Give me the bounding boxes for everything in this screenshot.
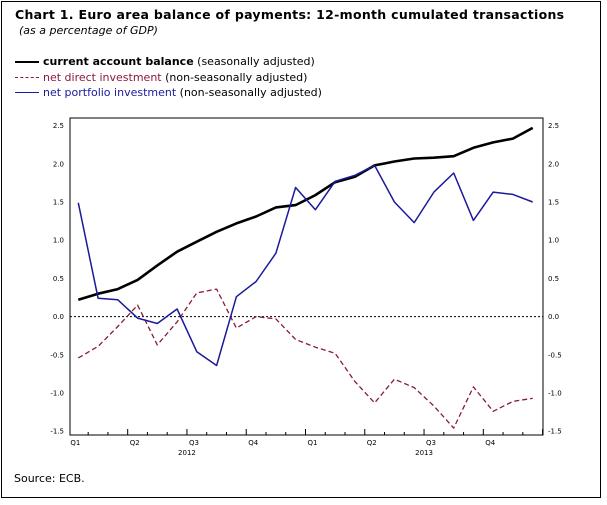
series-line-net-direct-investment (77, 288, 533, 429)
x-quarter-label: Q3 (189, 439, 199, 447)
x-quarter-label: Q2 (367, 439, 377, 447)
legend-label: current account balance (43, 55, 194, 68)
legend-note: (non-seasonally adjusted) (179, 86, 322, 99)
series-line-net-portfolio-investment (77, 164, 533, 367)
y-tick-label-right: 2.5 (548, 122, 559, 130)
x-quarter-label: Q3 (426, 439, 436, 447)
y-tick-label-left: 2.5 (53, 122, 64, 130)
legend-note: (seasonally adjusted) (197, 55, 315, 68)
legend: current account balance (seasonally adju… (15, 54, 322, 101)
y-tick-label-right: -1.5 (548, 428, 562, 436)
legend-label: net direct investment (43, 70, 162, 84)
chart-title: Chart 1. Euro area balance of payments: … (15, 7, 565, 22)
legend-item-current-account: current account balance (seasonally adju… (15, 54, 322, 70)
y-tick-label-left: -1.0 (50, 389, 64, 397)
x-year-label: 2013 (415, 449, 433, 457)
chart-subtitle: (as a percentage of GDP) (19, 24, 158, 37)
legend-swatch-solid-black (15, 60, 39, 63)
y-tick-label-left: 0.0 (53, 313, 64, 321)
legend-item-direct-investment: net direct investment (non-seasonally ad… (15, 70, 322, 86)
y-tick-label-left: -1.5 (50, 428, 64, 436)
x-year-label: 2012 (178, 449, 196, 457)
chart-frame (1, 1, 601, 498)
y-tick-label-left: -0.5 (50, 351, 64, 359)
legend-note: (non-seasonally adjusted) (165, 70, 308, 84)
x-quarter-label: Q1 (308, 439, 318, 447)
series-line-current-account-balance (77, 126, 534, 302)
y-tick-label-left: 0.5 (53, 275, 64, 283)
legend-swatch-dashed-red (15, 76, 39, 78)
plot-area (69, 117, 544, 436)
legend-swatch-solid-blue (15, 92, 39, 94)
legend-label: net portfolio investment (43, 86, 177, 99)
y-tick-label-left: 1.5 (53, 199, 64, 207)
y-tick-label-right: 1.5 (548, 199, 559, 207)
x-quarter-label: Q2 (130, 439, 140, 447)
x-quarter-label: Q1 (70, 439, 80, 447)
x-quarter-label: Q4 (485, 439, 496, 447)
y-tick-label-right: 0.5 (548, 275, 559, 283)
legend-item-portfolio-investment: net portfolio investment (non-seasonally… (15, 85, 322, 101)
y-tick-label-right: -0.5 (548, 351, 562, 359)
y-tick-label-right: -1.0 (548, 389, 562, 397)
x-quarter-label: Q4 (248, 439, 259, 447)
y-tick-label-left: 2.0 (53, 160, 64, 168)
y-tick-label-left: 1.0 (53, 237, 64, 245)
y-tick-label-right: 1.0 (548, 237, 559, 245)
y-tick-label-right: 0.0 (548, 313, 559, 321)
source-note: Source: ECB. (14, 472, 85, 485)
y-tick-label-right: 2.0 (548, 160, 559, 168)
